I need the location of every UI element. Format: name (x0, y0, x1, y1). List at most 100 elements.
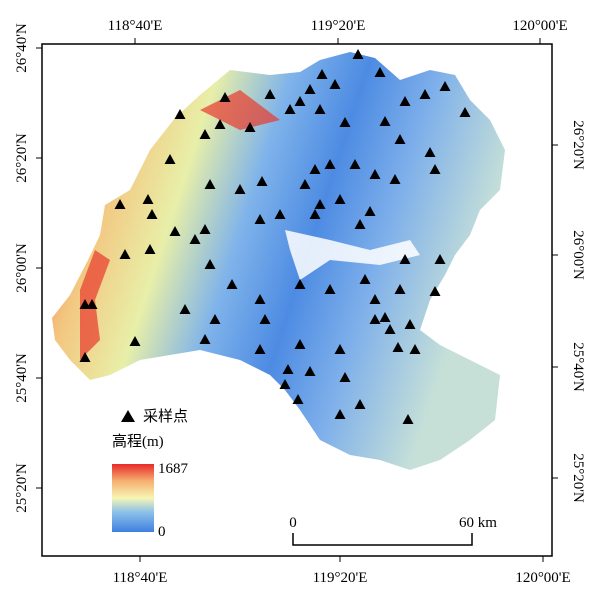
highland (80, 90, 280, 360)
sample-point (234, 184, 246, 194)
sample-point (129, 336, 141, 346)
sample-point (369, 314, 381, 324)
sample-point (169, 226, 181, 236)
legend-point-symbol (121, 410, 135, 422)
sample-point (369, 294, 381, 304)
sample-point (209, 314, 221, 324)
legend-points-label: 采样点 (143, 408, 188, 425)
sample-point (119, 249, 131, 259)
sample-point (334, 344, 346, 354)
bottom-tick-label: 118°40'E (113, 570, 168, 586)
sample-point (316, 69, 328, 79)
sample-point (314, 104, 326, 114)
sample-point (314, 199, 326, 209)
legend-color-ramp (112, 464, 154, 532)
sample-point (339, 117, 351, 127)
land-area (52, 52, 505, 470)
sample-point (304, 366, 316, 376)
sample-point (146, 209, 158, 219)
sample-point (354, 399, 366, 409)
sample-point (79, 352, 91, 362)
sample-point (309, 209, 321, 219)
left-tick-label: 26°00'N (14, 243, 30, 293)
sample-point (339, 372, 351, 382)
sample-points (79, 49, 471, 424)
sample-point (419, 89, 431, 99)
right-tick-label: 26°20'N (570, 120, 586, 170)
sample-point (214, 119, 226, 129)
sample-point (309, 164, 321, 174)
scale-bar (292, 533, 473, 546)
river (285, 230, 420, 280)
sample-point (79, 299, 91, 309)
sample-point (114, 199, 126, 209)
sample-point (259, 314, 271, 324)
sample-point (459, 107, 471, 117)
sample-point (204, 259, 216, 269)
sample-point (144, 244, 156, 254)
sample-point (429, 286, 441, 296)
top-tick-label: 119°20'E (311, 18, 366, 34)
left-tick-label: 25°40'N (14, 353, 30, 403)
sample-point (86, 299, 98, 309)
scale-end: 60 km (459, 515, 497, 531)
sample-point (324, 159, 336, 169)
sample-point (349, 159, 361, 169)
sample-point (294, 279, 306, 289)
sample-point (394, 134, 406, 144)
sample-point (429, 164, 441, 174)
sample-point (199, 224, 211, 234)
sample-point (352, 49, 364, 59)
sample-point (142, 194, 154, 204)
sample-point (164, 154, 176, 164)
sample-point (364, 206, 376, 216)
top-tick-label: 118°40'E (108, 18, 163, 34)
bottom-tick-label: 120°00'E (515, 570, 570, 586)
left-tick-label: 26°20'N (14, 133, 30, 183)
sample-point (254, 344, 266, 354)
sample-point (369, 169, 381, 179)
sample-point (204, 179, 216, 189)
sample-point (256, 176, 268, 186)
sample-point (374, 67, 386, 77)
sample-point (179, 304, 191, 314)
sample-point (284, 104, 296, 114)
sample-point (394, 284, 406, 294)
sample-point (304, 84, 316, 94)
right-tick-label: 25°20'N (570, 453, 586, 503)
sample-point (264, 89, 276, 99)
sample-point (189, 234, 201, 244)
sample-point (379, 116, 391, 126)
sample-point (424, 147, 436, 157)
sample-point (199, 334, 211, 344)
sample-point (294, 339, 306, 349)
sample-point (254, 294, 266, 304)
sample-point (334, 194, 346, 204)
bottom-tick-label: 119°20'E (313, 570, 368, 586)
sample-point (379, 312, 391, 322)
sample-point (439, 81, 451, 91)
sample-point (434, 254, 446, 264)
right-tick-label: 25°40'N (570, 342, 586, 392)
sample-point (226, 279, 238, 289)
sample-point (282, 364, 294, 374)
legend-min: 0 (158, 524, 166, 540)
sample-point (402, 414, 414, 424)
sample-point (292, 394, 304, 404)
top-tick-label: 120°00'E (512, 18, 567, 34)
sample-point (199, 129, 211, 139)
sample-point (392, 342, 404, 352)
right-tick-label: 26°00'N (570, 230, 586, 280)
sample-point (294, 96, 306, 106)
sample-point (384, 324, 396, 334)
sample-point (274, 209, 286, 219)
sample-point (354, 219, 366, 229)
scale-start: 0 (289, 515, 297, 531)
sample-point (324, 284, 336, 294)
sample-point (389, 174, 401, 184)
sample-point (404, 319, 416, 329)
sample-point (329, 79, 341, 89)
sample-point (244, 122, 256, 132)
sample-point (219, 92, 231, 102)
axis-ticks: 118°40'E 119°20'E 120°00'E 118°40'E 119°20'E… (14, 18, 586, 586)
